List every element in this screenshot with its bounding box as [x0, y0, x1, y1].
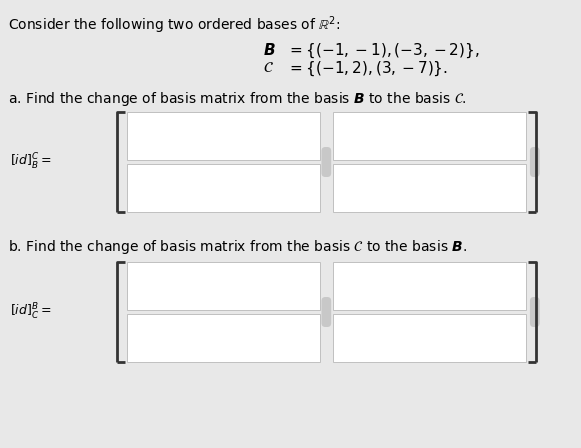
- Text: Consider the following two ordered bases of $\mathbb{R}^2$:: Consider the following two ordered bases…: [8, 14, 340, 35]
- Bar: [333, 262, 526, 310]
- Text: $[id]_B^C =$: $[id]_B^C =$: [10, 152, 51, 172]
- Bar: [333, 314, 526, 362]
- Text: $[id]_C^B =$: $[id]_C^B =$: [10, 302, 51, 322]
- Bar: [127, 164, 320, 212]
- Text: a. Find the change of basis matrix from the basis $\boldsymbol{B}$ to the basis : a. Find the change of basis matrix from …: [8, 90, 467, 108]
- Text: $\mathcal{C}$: $\mathcal{C}$: [263, 60, 274, 75]
- Bar: [127, 262, 320, 310]
- Bar: [127, 112, 320, 160]
- FancyBboxPatch shape: [321, 297, 331, 327]
- Bar: [333, 164, 526, 212]
- FancyBboxPatch shape: [530, 297, 540, 327]
- Bar: [127, 314, 320, 362]
- Bar: [333, 112, 526, 160]
- Text: $=  \{(-1,-1),(-3,-2)\},$: $= \{(-1,-1),(-3,-2)\},$: [288, 42, 480, 60]
- Text: $=  \{(-1,2),(3,-7)\}.$: $= \{(-1,2),(3,-7)\}.$: [288, 60, 449, 78]
- FancyBboxPatch shape: [321, 147, 331, 177]
- Text: $\boldsymbol{B}$: $\boldsymbol{B}$: [263, 42, 275, 58]
- FancyBboxPatch shape: [530, 147, 540, 177]
- Text: b. Find the change of basis matrix from the basis $\mathcal{C}$ to the basis $\b: b. Find the change of basis matrix from …: [8, 238, 467, 256]
